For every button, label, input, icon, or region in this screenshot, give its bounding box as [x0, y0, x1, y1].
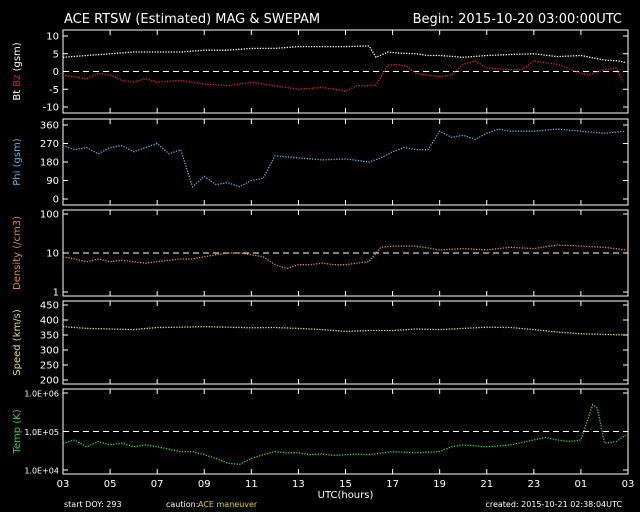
y-axis-label-part: Bt	[12, 90, 23, 101]
series-density	[62, 244, 626, 270]
y-axis-label: Speed (km/s)	[12, 309, 23, 376]
y-tick-label: 10	[46, 32, 59, 43]
series-phi	[62, 128, 626, 188]
y-tick-label: 300	[40, 346, 59, 357]
y-tick-label: 10	[46, 249, 59, 260]
chart-title: ACE RTSW (Estimated) MAG & SWEPAM	[64, 12, 320, 27]
x-axis-label: UTC(hours)	[318, 490, 374, 501]
y-tick-label: 200	[40, 376, 59, 387]
x-tick-label: 13	[292, 479, 305, 490]
caution-text: ACE maneuver	[198, 500, 258, 509]
created-time: created: 2015-10-21 02:38:04UTC	[485, 500, 622, 509]
y-axis-label: Phi (gsm)	[12, 138, 23, 186]
x-tick-label: 07	[151, 479, 164, 490]
y-tick-label: 1	[53, 288, 59, 299]
y-axis-label-part: Bz	[12, 75, 23, 87]
y-tick-label: 350	[40, 331, 59, 342]
y-tick-label: 180	[40, 158, 59, 169]
series-bz	[62, 60, 624, 92]
y-tick-label: 400	[40, 316, 59, 327]
y-tick-label: 1.0E+05	[24, 428, 59, 437]
y-tick-label: -10	[43, 103, 59, 114]
y-axis-label: Bt Bz (gsm)	[12, 42, 23, 100]
y-tick-label: 450	[40, 301, 59, 312]
y-tick-label: -5	[49, 85, 59, 96]
y-tick-label: 90	[46, 176, 59, 187]
panel-temp: 1.0E+06 1.0E+05 1.0E+04 Temp (K)	[12, 388, 629, 476]
x-tick-label: 05	[104, 479, 117, 490]
y-tick-label: 1.0E+06	[24, 390, 59, 399]
y-tick-label: 1.0E+04	[24, 467, 59, 476]
y-tick-label: 0	[53, 67, 59, 78]
y-axis-label: Density (/cm3)	[12, 216, 23, 290]
y-axis-label: Temp (K)	[12, 409, 23, 454]
x-tick-label: 03	[57, 479, 70, 490]
x-tick-label: 19	[433, 479, 446, 490]
y-axis-label-part: (gsm)	[12, 42, 23, 74]
x-tick-label: 01	[575, 479, 588, 490]
begin-time: Begin: 2015-10-20 03:00:00UTC	[413, 12, 622, 27]
y-tick-label: 0	[53, 195, 59, 206]
y-tick-label: 100	[40, 210, 59, 221]
panel-phi: 360 270 180 90 0 Phi (gsm)	[12, 118, 629, 206]
x-tick-label: 21	[480, 479, 493, 490]
x-tick-label: 23	[527, 479, 540, 490]
x-tick-label: 17	[386, 479, 399, 490]
y-tick-label: 270	[40, 139, 59, 150]
y-axis-label-part: Phi (gsm)	[12, 138, 23, 186]
y-axis-label-part: Density (/cm3)	[12, 216, 23, 290]
y-axis-label-part: Temp (K)	[12, 409, 23, 454]
x-tick-label: 15	[339, 479, 352, 490]
series-temp	[62, 403, 626, 466]
x-tick-label: 09	[198, 479, 211, 490]
y-tick-label: 5	[53, 49, 59, 60]
x-tick-label: 11	[245, 479, 258, 490]
start-doy: start DOY: 293	[64, 500, 122, 509]
x-axis: 03 05 07 09 11 13 15 17 19 21 23 01 03 UTC(hours)	[57, 30, 635, 501]
caution-label: caution:	[166, 500, 198, 509]
x-tick-label: 03	[622, 479, 635, 490]
series-bt	[62, 45, 626, 64]
y-tick-label: 250	[40, 361, 59, 372]
panels-group: 10 5 0 -5 -10 Bt Bz (gsm) 360 270 180 90 0 Phi (gsm…	[12, 29, 629, 476]
y-axis-label-part: Speed (km/s)	[12, 309, 23, 376]
y-tick-label: 360	[40, 121, 59, 132]
